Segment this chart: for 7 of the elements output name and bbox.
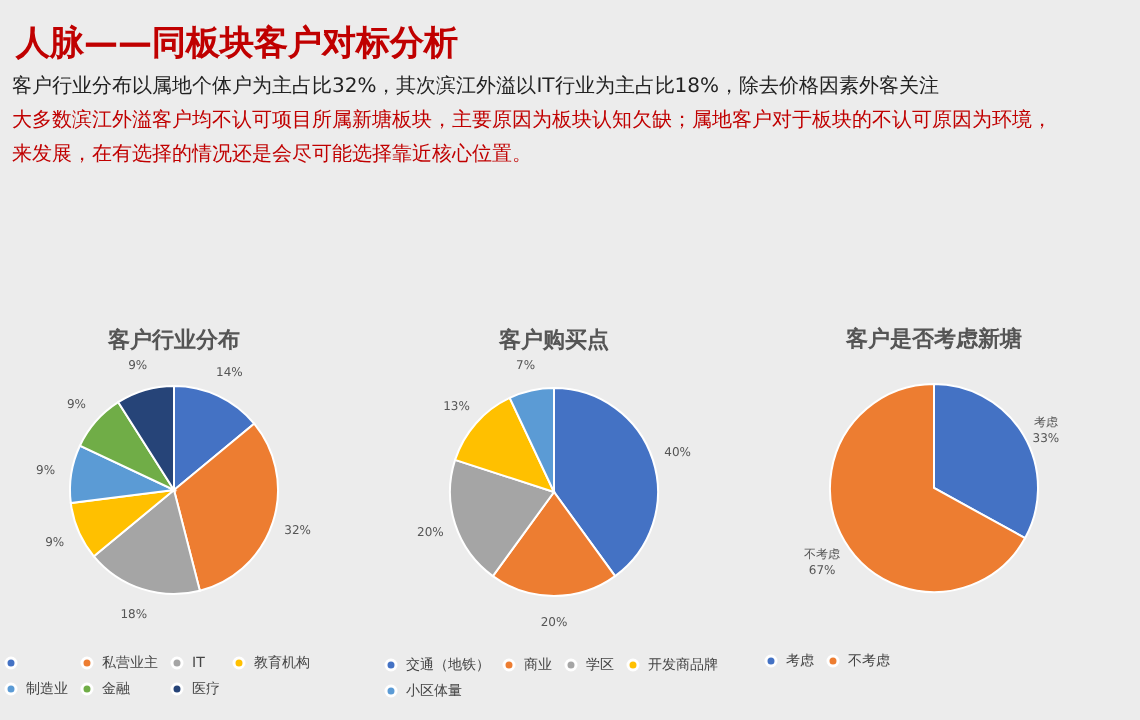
chart-title: 客户购买点 — [497, 327, 609, 354]
text: 来发展，在有选择的情况还是会尽可能选择靠近核心位置。 — [12, 141, 534, 168]
text: 人脉——同板块客户对标分析 — [16, 22, 460, 66]
chart-title: 客户是否考虑新塘 — [844, 326, 1022, 352]
text: 大多数滨江外溢客户均不认可项目所属新塘板块，主要原因为板块认知欠缺；属地客户对于板块的不认可原因为环境， — [12, 107, 1054, 134]
text: 客户行业分布以属地个体户为主占比32%，其次滨江外溢以IT行业为主占比18%，除去价格因素外客关注 — [12, 73, 942, 100]
chart-title: 客户行业分布 — [106, 327, 240, 354]
